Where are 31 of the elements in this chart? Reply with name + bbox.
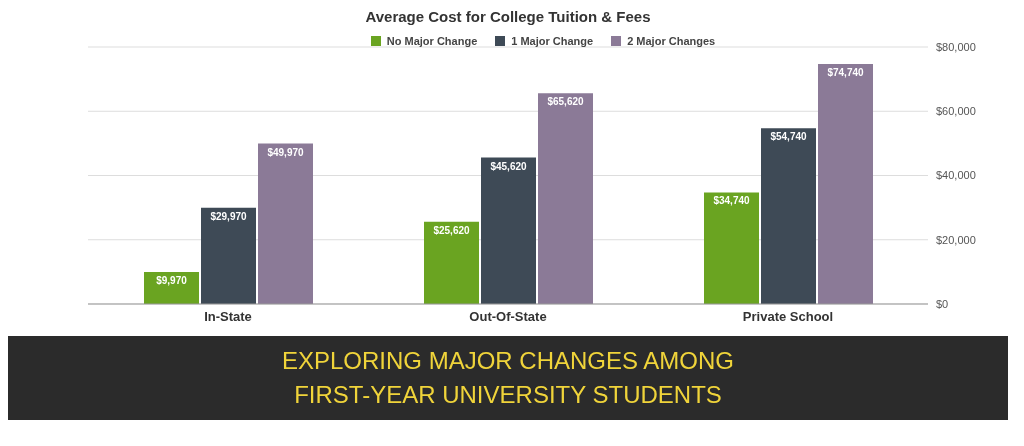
data-label: $29,970	[210, 210, 248, 222]
data-label: $45,620	[490, 160, 528, 172]
data-label: $54,740	[770, 131, 808, 143]
y-tick-label: $80,000	[936, 40, 976, 53]
bar	[704, 192, 759, 304]
data-label: $25,620	[433, 224, 471, 236]
data-label: $74,740	[827, 67, 865, 78]
bar	[424, 221, 479, 304]
text: FIRST-YEAR UNIVERSITY STUDENTS	[293, 380, 723, 410]
bar	[481, 157, 536, 304]
x-tick-label: Out-Of-State	[469, 309, 547, 325]
bar	[201, 207, 256, 304]
chart-title: Average Cost for College Tuition & Fees	[364, 8, 652, 27]
legend-label: 1 Major Change	[510, 35, 594, 47]
y-tick-label: $40,000	[936, 169, 976, 182]
legend-label: 2 Major Changes	[626, 35, 716, 47]
y-tick-label: $0	[936, 297, 949, 310]
y-tick-label: $60,000	[936, 105, 976, 118]
x-tick-label: In-State	[204, 309, 252, 325]
data-label: $65,620	[547, 96, 585, 108]
bar	[258, 143, 313, 304]
data-label: $34,740	[713, 195, 751, 207]
x-tick-label: Private School	[742, 309, 834, 325]
bar	[761, 128, 816, 304]
y-tick-label: $20,000	[936, 233, 976, 246]
data-label: $9,970	[156, 275, 188, 287]
bar	[538, 93, 593, 304]
text: EXPLORING MAJOR CHANGES AMONG	[280, 346, 736, 376]
legend-label: No Major Change	[385, 35, 478, 47]
bar	[818, 63, 873, 304]
data-label: $49,970	[267, 146, 305, 158]
